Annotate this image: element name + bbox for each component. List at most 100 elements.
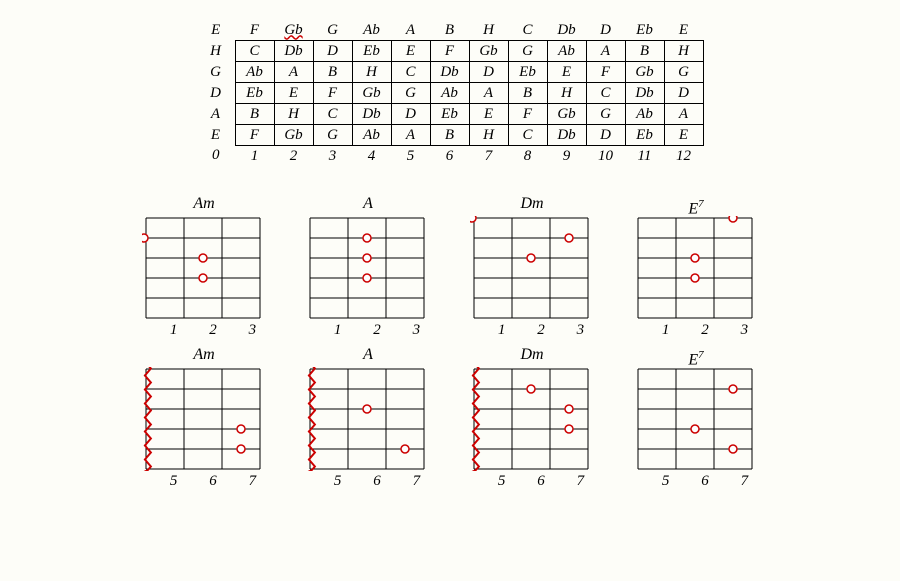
chord-fret-labels: 123 [300,322,436,339]
fretboard-cell: G [586,104,625,125]
fretboard-fret-number: 8 [508,146,547,167]
fretboard-cell: F [235,125,274,146]
fretboard-header-cell: Ab [352,20,391,41]
fretboard-cell: C [313,104,352,125]
fretboard-cell: Db [547,125,586,146]
fretboard-cell: D [664,83,703,104]
chord-fret-label: 6 [521,473,560,490]
fretboard-cell: G [508,41,547,62]
chord-diagram: Dm 123 [464,194,600,339]
fretboard-cell: E [547,62,586,83]
chord-grid [470,367,594,471]
fretboard-fret-number: 11 [625,146,664,167]
fretboard-cell: Db [274,41,313,62]
chord-grid [470,216,594,320]
chord-name: E7 [688,194,703,214]
fretboard-fret-number: 1 [235,146,274,167]
chord-diagrams: Am123A123Dm123E7123Am567A567Dm567E7567 [136,194,764,490]
fretboard-string-label: D [197,83,236,104]
fretboard-cell: Ab [352,125,391,146]
chord-fret-label: 3 [561,322,600,339]
fretboard-cell: Db [430,62,469,83]
chord-fret-label: 5 [154,473,193,490]
chord-fret-label: 5 [646,473,685,490]
fretboard-cell: Eb [430,104,469,125]
fretboard-fret-number: 3 [313,146,352,167]
fretboard-cell: F [508,104,547,125]
fretboard-cell: Eb [352,41,391,62]
chord-diagram: Dm567 [464,345,600,490]
fretboard-cell: B [430,125,469,146]
chord-fret-labels: 123 [628,322,764,339]
fretboard-header-cell: H [469,20,508,41]
chord-fret-labels: 123 [136,322,272,339]
fretboard-header-cell: C [508,20,547,41]
chord-fret-label: 2 [521,322,560,339]
fretboard-cell: G [664,62,703,83]
fretboard-cell: H [352,62,391,83]
fretboard-header-cell: Gb [274,20,313,41]
fretboard-cell: Ab [235,62,274,83]
chord-fret-label: 6 [357,473,396,490]
fretboard-string-label: G [197,62,236,83]
fretboard-cell: F [430,41,469,62]
fretboard-cell: H [469,125,508,146]
chord-grid [306,367,430,471]
fretboard-cell: A [274,62,313,83]
fretboard-header-cell: F [235,20,274,41]
fretboard-fret-number: 10 [586,146,625,167]
fretboard-fret-number: 2 [274,146,313,167]
chord-fret-label: 6 [685,473,724,490]
chord-fret-label: 3 [233,322,272,339]
chord-name: Dm [520,194,543,214]
chord-grid [306,216,430,320]
chord-fret-labels: 123 [464,322,600,339]
fretboard-cell: Eb [625,125,664,146]
chord-diagram: A567 [300,345,436,490]
chord-fret-label: 5 [482,473,521,490]
fretboard-cell: E [274,83,313,104]
chord-fret-label: 3 [725,322,764,339]
fretboard-cell: Gb [625,62,664,83]
fretboard-cell: Db [352,104,391,125]
fretboard-cell: A [664,104,703,125]
fretboard-cell: Gb [469,41,508,62]
chord-fret-label: 2 [685,322,724,339]
chord-row: Am123A123Dm123E7123 [136,194,764,339]
fretboard-cell: D [586,125,625,146]
chord-grid [634,216,758,320]
fretboard-table: EFGbGAbABHCDbDEbEHCDbDEbEFGbGAbABHGAbABH… [197,20,704,194]
fretboard-cell: Gb [274,125,313,146]
chord-fret-label: 2 [193,322,232,339]
fretboard-cell: Gb [547,104,586,125]
fretboard-cell: D [313,41,352,62]
fretboard-fret-number: 7 [469,146,508,167]
fretboard-string-label: H [197,41,236,62]
fretboard-cell: B [313,62,352,83]
chord-diagram: Am567 [136,345,272,490]
chord-name: A [363,345,373,365]
fretboard-cell: E [469,104,508,125]
fretboard-cell: A [586,41,625,62]
chord-fret-label: 7 [397,473,436,490]
chord-fret-label: 7 [725,473,764,490]
chord-name: Am [193,194,214,214]
fretboard-header-cell: D [586,20,625,41]
fretboard-cell: B [235,104,274,125]
fretboard-cell: Gb [352,83,391,104]
fretboard-cell: C [508,125,547,146]
fretboard-cell: C [391,62,430,83]
chord-grid [634,367,758,471]
chord-diagram: A123 [300,194,436,339]
fretboard-cell: G [313,125,352,146]
fretboard-cell: B [625,41,664,62]
fretboard-cell: G [391,83,430,104]
fretboard-cell: D [391,104,430,125]
fretboard-header-cell: A [391,20,430,41]
chord-fret-label: 1 [646,322,685,339]
fretboard-string-label: A [197,104,236,125]
fretboard-header-cell: Eb [625,20,664,41]
fretboard-fret-number: 0 [197,146,236,167]
fretboard-header-cell: Db [547,20,586,41]
chord-grid [142,367,266,471]
